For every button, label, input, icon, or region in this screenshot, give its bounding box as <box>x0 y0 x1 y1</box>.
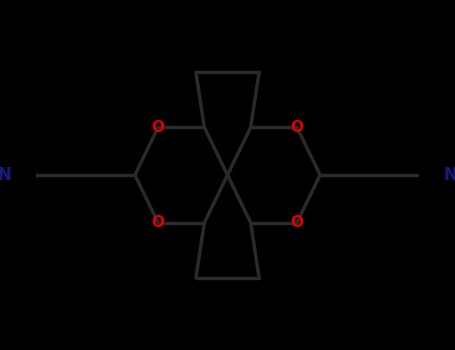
Text: O: O <box>152 120 165 135</box>
Text: O: O <box>290 120 303 135</box>
Text: N: N <box>444 166 455 184</box>
Text: O: O <box>152 215 165 230</box>
Text: N: N <box>0 166 11 184</box>
Text: O: O <box>290 215 303 230</box>
